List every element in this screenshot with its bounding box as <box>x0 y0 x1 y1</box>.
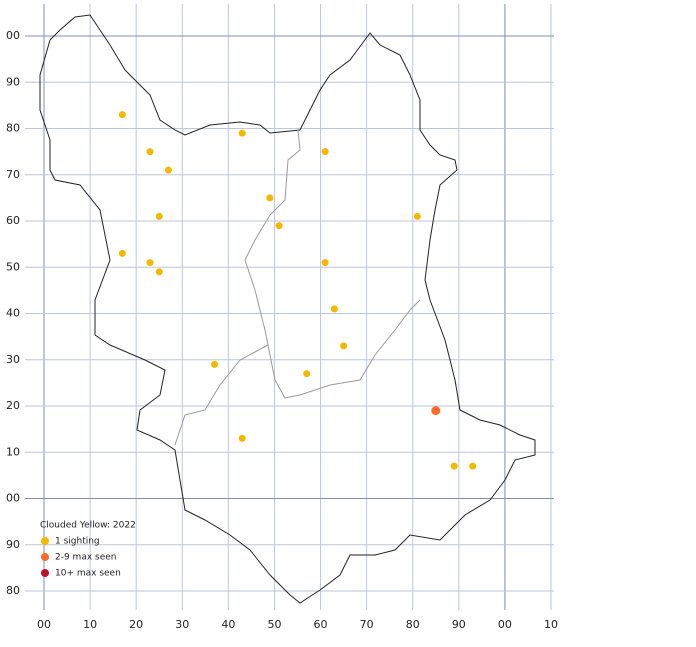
x-tick-label: 90 <box>452 618 466 631</box>
y-tick-label: 30 <box>6 353 20 366</box>
sighting-point <box>321 259 329 267</box>
sighting-point <box>146 148 154 156</box>
sighting-point <box>340 342 348 350</box>
x-tick-label: 40 <box>221 618 235 631</box>
sighting-point <box>211 360 219 368</box>
sighting-point <box>164 166 172 174</box>
x-tick-label: 70 <box>360 618 374 631</box>
y-tick-label: 20 <box>6 399 20 412</box>
x-tick-label: 00 <box>37 618 51 631</box>
legend-marker <box>41 569 49 577</box>
y-tick-label: 80 <box>6 584 20 597</box>
y-tick-label: 00 <box>6 492 20 505</box>
sighting-point <box>413 212 421 220</box>
legend-label: 10+ max seen <box>55 569 121 579</box>
x-tick-label: 10 <box>83 618 97 631</box>
x-tick-label: 80 <box>406 618 420 631</box>
sighting-point <box>118 249 126 257</box>
sighting-point <box>238 129 246 137</box>
sighting-point <box>303 370 311 378</box>
y-tick-label: 90 <box>6 75 20 88</box>
y-tick-label: 10 <box>6 445 20 458</box>
legend-label: 2-9 max seen <box>55 553 117 563</box>
legend-marker <box>41 537 49 545</box>
sighting-point <box>266 194 274 202</box>
sighting-point <box>118 111 126 119</box>
sighting-point <box>321 148 329 156</box>
legend-label: 1 sighting <box>55 537 100 547</box>
legend-marker <box>41 553 49 561</box>
y-tick-label: 60 <box>6 214 20 227</box>
county-outline <box>39 14 536 604</box>
x-tick-label: 10 <box>544 618 558 631</box>
district-boundary <box>267 299 421 399</box>
sighting-point <box>146 259 154 267</box>
y-tick-label: 80 <box>6 122 20 135</box>
sighting-point <box>238 434 246 442</box>
y-tick-label: 50 <box>6 260 20 273</box>
x-tick-label: 00 <box>498 618 512 631</box>
y-tick-label: 70 <box>6 168 20 181</box>
district-boundary <box>174 129 301 446</box>
x-tick-label: 20 <box>129 618 143 631</box>
x-tick-label: 60 <box>314 618 328 631</box>
sighting-point <box>469 462 477 470</box>
sighting-point <box>155 212 163 220</box>
sighting-point <box>431 406 441 416</box>
sighting-point <box>330 305 338 313</box>
sighting-point <box>275 222 283 230</box>
y-tick-label: 90 <box>6 538 20 551</box>
legend-title: Clouded Yellow: 2022 <box>40 521 136 531</box>
sighting-point <box>450 462 458 470</box>
y-tick-label: 40 <box>6 307 20 320</box>
x-tick-label: 30 <box>175 618 189 631</box>
legend: Clouded Yellow: 2022 1 sighting 2-9 max s… <box>40 521 136 579</box>
y-tick-label: 00 <box>6 29 20 42</box>
sighting-point <box>155 268 163 276</box>
x-tick-label: 50 <box>267 618 281 631</box>
